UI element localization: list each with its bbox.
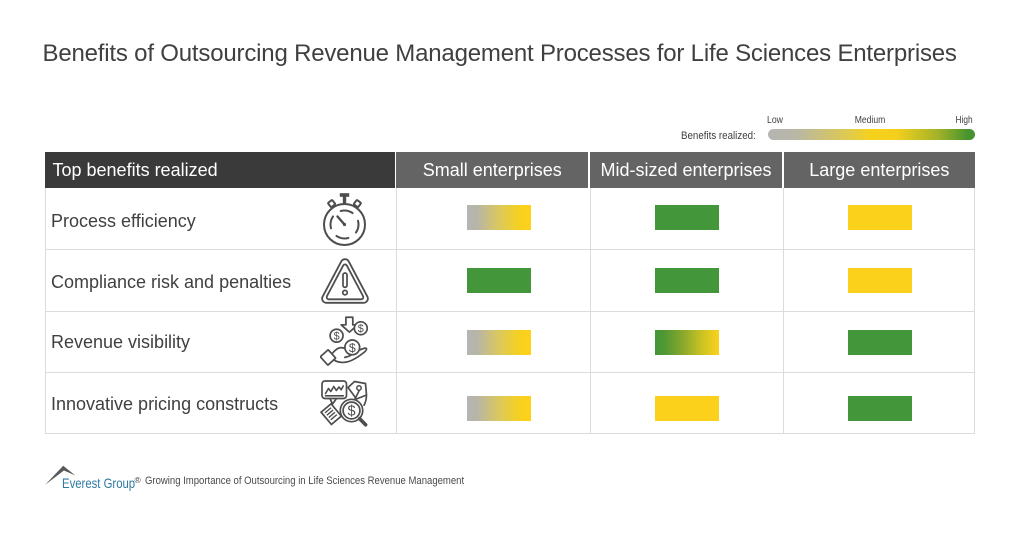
svg-text:$: $	[347, 404, 355, 420]
svg-text:$: $	[358, 323, 364, 335]
svg-text:$: $	[349, 341, 356, 355]
svg-text:$: $	[334, 331, 340, 343]
